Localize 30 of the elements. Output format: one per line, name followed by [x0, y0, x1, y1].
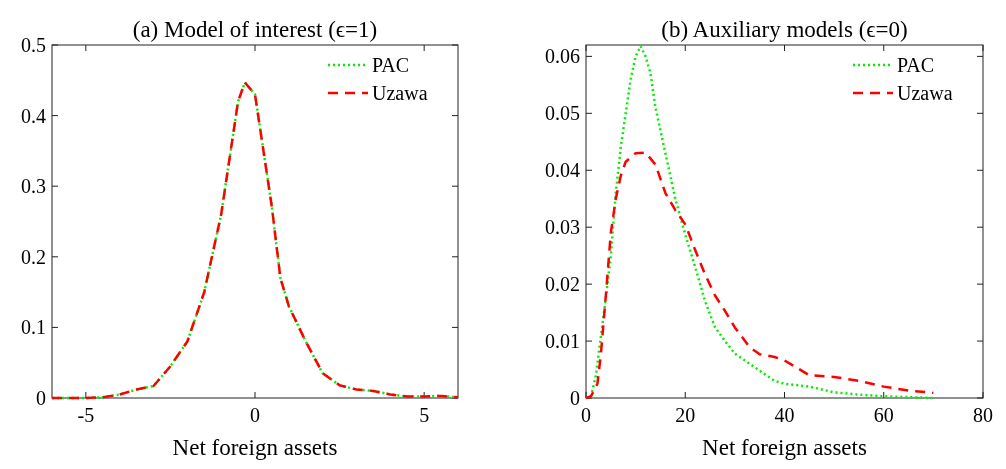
x-tick-label: 80	[973, 404, 993, 426]
y-tick-label: 0.2	[21, 245, 46, 268]
line-series	[584, 151, 935, 400]
y-tick-label: 0	[570, 387, 580, 409]
y-tick-label: 0.1	[21, 316, 46, 339]
chart-title: (b) Auxiliary models (ϵ=0)	[661, 17, 908, 42]
y-tick-label: 0.03	[545, 216, 580, 239]
y-tick-label: 0.02	[545, 273, 580, 296]
y-tick-label: 0.5	[21, 34, 46, 56]
x-tick-label: 0	[250, 404, 260, 426]
x-tick-label: 20	[675, 404, 696, 426]
x-tick-label: -5	[77, 404, 95, 426]
x-tick-label: 60	[873, 404, 894, 426]
y-tick-label: 0	[36, 387, 46, 409]
x-tick-label: 5	[419, 404, 430, 426]
legend-label: PAC	[372, 54, 410, 76]
x-axis-title: Net foreign assets	[172, 435, 338, 460]
y-tick-label: 0.4	[21, 104, 46, 127]
chart-title: (a) Model of interest (ϵ=1)	[132, 17, 378, 42]
y-tick-label: 0.04	[545, 159, 580, 182]
legend-label: Uzawa	[372, 82, 428, 104]
legend-label: PAC	[897, 54, 935, 76]
line-series	[50, 81, 460, 400]
x-axis-title: Net foreign assets	[702, 435, 867, 460]
y-tick-label: 0.06	[545, 45, 580, 68]
y-tick-label: 0.3	[21, 175, 46, 198]
y-tick-label: 0.05	[545, 102, 580, 125]
y-tick-label: 0.01	[545, 330, 580, 353]
legend-label: Uzawa	[897, 82, 953, 104]
x-tick-label: 40	[774, 404, 795, 426]
